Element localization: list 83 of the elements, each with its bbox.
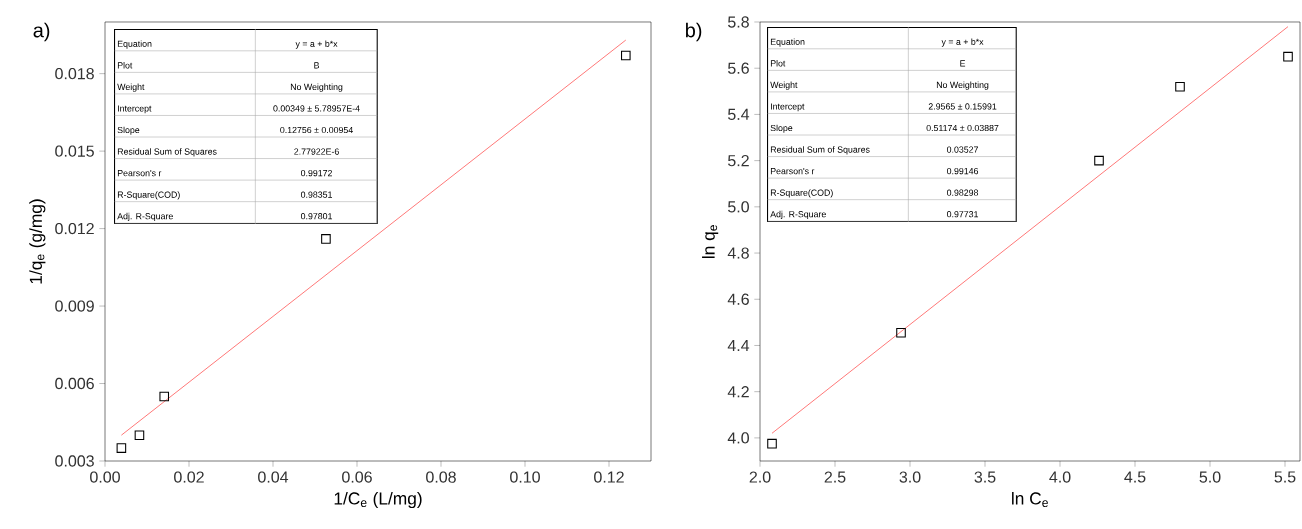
x-tick-label: 5.0 xyxy=(1199,471,1221,483)
y-tick-label: 0.015 xyxy=(55,145,94,157)
y-tick-label: 5.0 xyxy=(728,201,749,213)
y-axis-title: 1/q$_{e}$ (g/mg) xyxy=(29,199,46,284)
x-tick-label: 2.5 xyxy=(824,471,846,483)
y-tick-label: 4.2 xyxy=(727,386,749,398)
x-tick-label: 0.08 xyxy=(426,471,456,483)
x-axis-title: ln C$_{e}$ xyxy=(1012,491,1048,507)
annotation: Equation xyxy=(770,38,805,47)
annotation: Residual Sum of Squares xyxy=(117,148,217,157)
annotation: E xyxy=(960,60,966,67)
point xyxy=(134,430,145,440)
annotation: R-Square(COD) xyxy=(770,189,833,198)
annotation: Adj. R-Square xyxy=(770,210,826,220)
y-tick-label: 4.0 xyxy=(727,432,749,444)
annotation: y = a + b*x xyxy=(941,38,984,47)
annotation: Plot xyxy=(770,60,786,67)
x-tick-label: 5.5 xyxy=(1274,471,1296,483)
annotation: 0.98351 xyxy=(300,191,333,198)
x-tick-label: 0.00 xyxy=(90,471,120,483)
y-tick-label: 4.8 xyxy=(727,247,749,259)
annotation: Equation xyxy=(117,40,152,49)
point xyxy=(321,234,331,244)
annotation: Weight xyxy=(117,83,145,92)
annotation: Pearson's r xyxy=(770,168,815,175)
annotation: 0.12756 ± 0.00954 xyxy=(280,126,353,134)
annotation: Intercept xyxy=(771,103,805,112)
annotation: R-Square(COD) xyxy=(117,191,180,200)
point xyxy=(1283,51,1293,62)
point xyxy=(1175,81,1185,92)
annotation: Slope xyxy=(117,126,140,135)
y-tick-label: 0.003 xyxy=(55,455,94,467)
annotation: Slope xyxy=(770,124,793,133)
point xyxy=(159,391,170,402)
x-tick-label: 0.10 xyxy=(510,471,540,483)
y-tick-label: 5.8 xyxy=(728,16,749,28)
annotation: No Weighting xyxy=(290,83,343,92)
annotation: 0.99146 xyxy=(946,167,979,175)
annotation: 0.00349 ± 5.78957E-4 xyxy=(273,105,360,112)
x-tick-label: 0.12 xyxy=(594,471,624,483)
annotation: y = a + b*x xyxy=(295,40,338,49)
annotation: 0.97731 xyxy=(946,211,979,218)
y-tick-label: 4.6 xyxy=(727,293,749,305)
text: a) xyxy=(33,22,50,42)
annotation: 0.98298 xyxy=(946,189,979,196)
y-tick-label: 5.6 xyxy=(728,62,749,74)
x-tick-label: 4.5 xyxy=(1124,471,1146,483)
y-tick-label: 5.4 xyxy=(728,108,750,120)
annotation: 2.9565 ± 0.15991 xyxy=(928,103,997,110)
annotation: B xyxy=(314,62,320,69)
y-tick-label: 0.018 xyxy=(55,67,94,80)
x-tick-label: 4.0 xyxy=(1049,471,1071,483)
annotation: 0.99172 xyxy=(300,169,332,177)
point xyxy=(1094,155,1104,166)
annotation: Residual Sum of Squares xyxy=(770,146,870,155)
annotation: Plot xyxy=(117,62,133,69)
y-tick-label: 4.4 xyxy=(727,339,750,351)
y-axis-title: ln q$_{e}$ xyxy=(702,225,719,259)
annotation: 0.51174 ± 0.03887 xyxy=(926,124,999,132)
x-tick-label: 0.06 xyxy=(342,471,372,483)
point xyxy=(116,443,127,453)
text: b) xyxy=(686,22,702,42)
x-axis-title: 1/C$_{e}$ (L/mg) xyxy=(334,491,422,509)
x-tick-label: 3.5 xyxy=(974,471,996,483)
y-tick-label: 0.006 xyxy=(55,377,94,390)
x-tick-label: 2.0 xyxy=(749,471,771,483)
y-tick-label: 0.009 xyxy=(55,300,94,312)
annotation: No Weighting xyxy=(936,81,989,90)
x-tick-label: 0.02 xyxy=(174,471,204,483)
x-tick-label: 3.0 xyxy=(899,471,921,483)
point xyxy=(621,50,631,61)
x-tick-label: 0.04 xyxy=(258,471,289,483)
annotation: Weight xyxy=(770,81,798,90)
annotation: 0.03527 xyxy=(946,146,978,153)
point xyxy=(767,438,777,449)
annotation: 2.77922E-6 xyxy=(294,148,339,155)
y-tick-label: 5.2 xyxy=(728,154,749,167)
annotation: Pearson's r xyxy=(117,170,162,177)
y-tick-label: 0.012 xyxy=(55,222,94,235)
annotation: 0.97801 xyxy=(300,213,333,220)
point xyxy=(896,327,906,338)
annotation: Adj. R-Square xyxy=(117,212,173,222)
annotation: Intercept xyxy=(118,105,152,114)
